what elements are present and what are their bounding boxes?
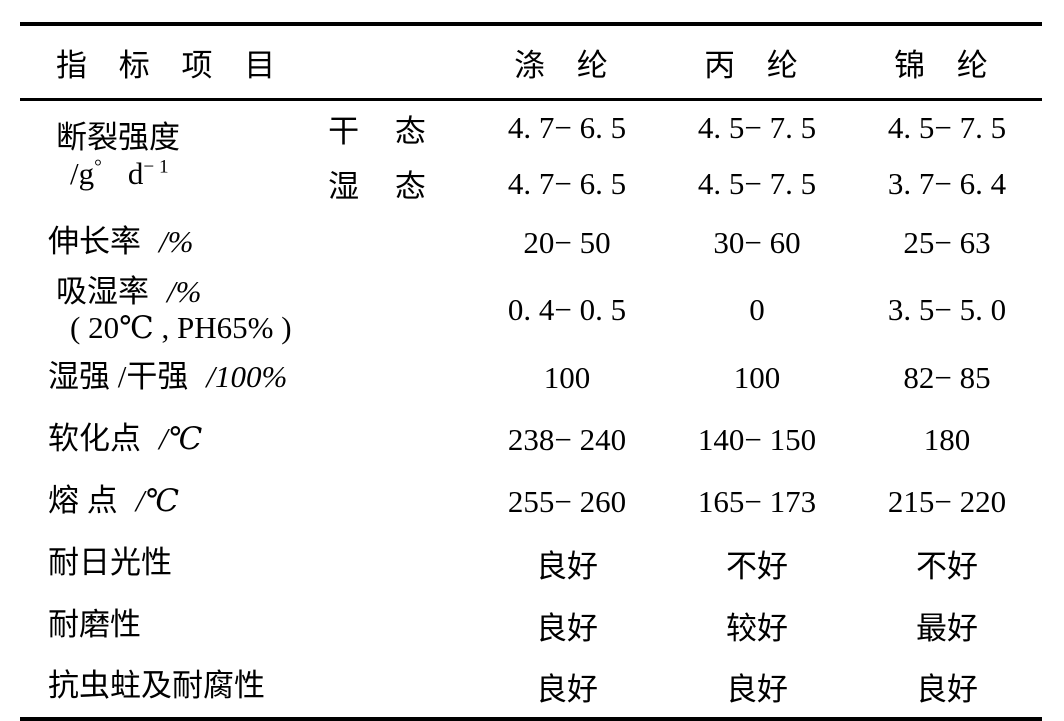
cell-wet-dry-strength-polyester: 100	[543, 359, 591, 395]
row-label-light-resistance: 耐日光性	[48, 545, 172, 581]
cell-wet-dry-strength-polypropylene: 100	[733, 359, 781, 395]
cell-breaking-strength-wet-polypropylene: 4. 5− 7. 5	[697, 165, 817, 201]
row-label-moisture-regain-text: 吸湿率	[56, 273, 149, 309]
cell-elongation-polyester: 20− 50	[523, 224, 611, 260]
cell-elongation-nylon: 25− 63	[903, 224, 991, 260]
table-row: 抗虫蛀及耐腐性 良好 良好 良好	[20, 657, 1042, 719]
cell-breaking-strength-dry-nylon: 4. 5− 7. 5	[887, 110, 1007, 146]
cell-light-resistance-polyester: 良好	[536, 549, 598, 585]
cell-wet-dry-strength-nylon: 82− 85	[903, 359, 991, 395]
header-column-polyester: 涤 纶	[514, 47, 620, 83]
row-label-abrasion-resistance: 耐磨性	[48, 607, 141, 643]
table-row: 湿 态 4. 7− 6. 5 4. 5− 7. 5 3. 7− 6. 4	[20, 156, 1042, 212]
header-column-polypropylene: 丙 纶	[704, 47, 810, 83]
row-label-moisture-regain: 吸湿率 /% ( 20℃ , PH65% )	[20, 274, 472, 347]
header-row: 指 标 项 目 涤 纶 丙 纶 锦 纶	[20, 24, 1042, 100]
row-label-wet-dry-strength: 湿强 /干强/100%	[20, 347, 472, 409]
row-label-moisture-regain-line1: 吸湿率 /%	[48, 274, 472, 311]
cell-abrasion-resistance-polyester: 良好	[536, 611, 598, 647]
row-label-melting-point: 熔 点 /℃	[20, 471, 472, 533]
cell-abrasion-resistance-polypropylene: 较好	[726, 611, 788, 647]
sub-label-dry-state: 干 态	[328, 113, 440, 149]
cell-breaking-strength-wet-polyester: 4. 7− 6. 5	[507, 165, 627, 201]
row-label-insect-rot-resistance: 抗虫蛀及耐腐性	[48, 668, 265, 704]
table-row: 断裂强度 /g° d− 1 干 态 4. 7− 6. 5 4. 5− 7. 5 4…	[20, 100, 1042, 191]
table-row: 吸湿率 /% ( 20℃ , PH65% ) 0. 4− 0. 5 0 3. 5−…	[20, 274, 1042, 347]
table-row: 耐磨性 良好 较好 最好	[20, 595, 1042, 657]
row-label-breaking-strength-unit: /g° d− 1	[48, 156, 282, 193]
cell-insect-rot-resistance-polypropylene: 良好	[726, 672, 788, 708]
table-row: 熔 点 /℃ 255− 260 165− 173 215− 220	[20, 471, 1042, 533]
condition-text: ( 20℃ , PH65% )	[70, 310, 292, 346]
row-unit-elongation: /%	[159, 224, 194, 260]
cell-moisture-regain-polypropylene: 0	[749, 292, 765, 328]
unit-g-prefix: /g	[70, 156, 95, 192]
sub-label-wet-state: 湿 态	[328, 169, 440, 204]
header-column-nylon: 锦 纶	[894, 47, 1000, 83]
cell-moisture-regain-nylon: 3. 5− 5. 0	[887, 292, 1007, 328]
row-unit-softening-point: /℃	[159, 421, 203, 457]
row-label-elongation: 伸长率 /%	[20, 212, 472, 274]
cell-light-resistance-nylon: 不好	[916, 549, 978, 585]
row-label-melting-point-text: 熔 点	[48, 483, 118, 519]
row-label-moisture-condition: ( 20℃ , PH65% )	[48, 310, 472, 347]
unit-d: d	[127, 156, 144, 192]
row-label-breaking-strength-line1: 断裂强度	[56, 119, 180, 155]
cell-breaking-strength-dry-polyester: 4. 7− 6. 5	[507, 110, 627, 146]
row-label-breaking-strength: 断裂强度 /g° d− 1	[20, 100, 282, 212]
unit-exponent: − 1	[143, 156, 169, 178]
table-row: 湿强 /干强/100% 100 100 82− 85	[20, 347, 1042, 409]
cell-insect-rot-resistance-polyester: 良好	[536, 672, 598, 708]
degree-mark-icon: °	[94, 156, 102, 178]
cell-insect-rot-resistance-nylon: 良好	[916, 672, 978, 708]
row-label-softening-point: 软化点 /℃	[20, 409, 472, 471]
row-label-wet-dry-strength-text: 湿强 /干强	[48, 359, 189, 395]
fiber-properties-table-wrapper: 指 标 项 目 涤 纶 丙 纶 锦 纶 断裂强度 /g° d− 1 干 态	[20, 22, 1042, 721]
row-unit-moisture-regain: /%	[167, 273, 202, 309]
row-unit-melting-point: /℃	[135, 483, 180, 519]
table-row: 软化点 /℃ 238− 240 140− 150 180	[20, 409, 1042, 471]
cell-softening-point-polypropylene: 140− 150	[697, 421, 817, 457]
cell-melting-point-polypropylene: 165− 173	[697, 483, 817, 519]
table-row: 伸长率 /% 20− 50 30− 60 25− 63	[20, 212, 1042, 274]
table-header: 指 标 项 目 涤 纶 丙 纶 锦 纶	[20, 24, 1042, 100]
header-item-column: 指 标 项 目	[56, 47, 288, 83]
cell-elongation-polypropylene: 30− 60	[713, 224, 801, 260]
table-row: 耐日光性 良好 不好 不好	[20, 533, 1042, 595]
cell-moisture-regain-polyester: 0. 4− 0. 5	[507, 292, 627, 328]
row-unit-wet-dry-strength: /100%	[206, 359, 288, 395]
table-body: 断裂强度 /g° d− 1 干 态 4. 7− 6. 5 4. 5− 7. 5 4…	[20, 100, 1042, 719]
cell-softening-point-nylon: 180	[923, 421, 971, 457]
cell-light-resistance-polypropylene: 不好	[726, 549, 788, 585]
cell-melting-point-polyester: 255− 260	[507, 483, 627, 519]
cell-breaking-strength-wet-nylon: 3. 7− 6. 4	[887, 165, 1007, 201]
cell-softening-point-polyester: 238− 240	[507, 421, 627, 457]
fiber-properties-table: 指 标 项 目 涤 纶 丙 纶 锦 纶 断裂强度 /g° d− 1 干 态	[20, 22, 1042, 721]
cell-breaking-strength-dry-polypropylene: 4. 5− 7. 5	[697, 110, 817, 146]
row-label-softening-point-text: 软化点	[48, 421, 141, 457]
cell-abrasion-resistance-nylon: 最好	[916, 611, 978, 647]
cell-melting-point-nylon: 215− 220	[887, 483, 1007, 519]
row-label-elongation-text: 伸长率	[48, 224, 141, 260]
